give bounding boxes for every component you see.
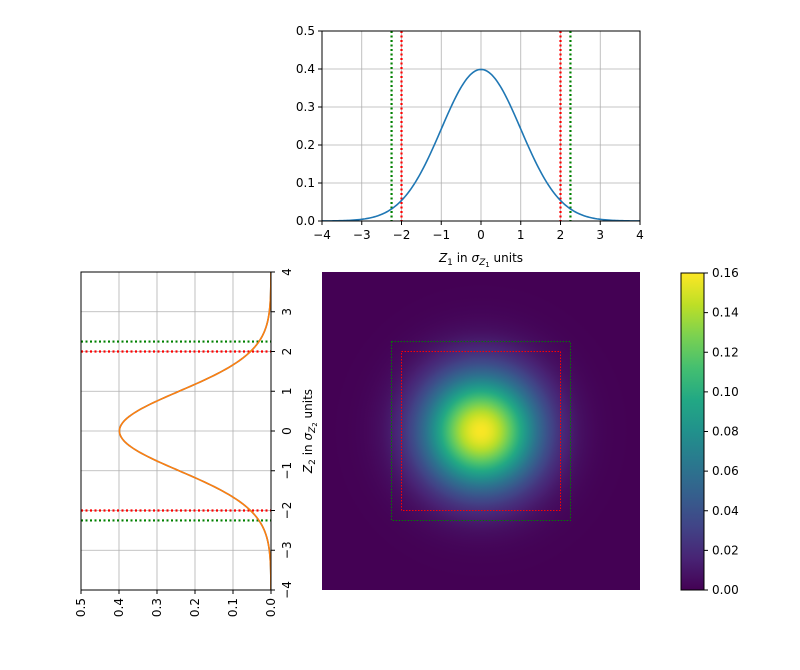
- left-x-ticks: 0.5 0.4 0.3 0.2 0.1 0.0: [74, 590, 278, 617]
- heatmap-threshold-box: [391, 341, 571, 521]
- left-y-ticks: −4 −3 −2 −1 0 1 2 3 4: [271, 268, 294, 599]
- top-x-tick-label: −2: [393, 228, 411, 242]
- top-y-tick-label: 0.5: [296, 24, 315, 38]
- colorbar-ticks: 0.00 0.02 0.04 0.06 0.08 0.10 0.12 0.14 0.16: [704, 266, 739, 597]
- top-marginal-plot: −4 −3 −2 −1 0 1 2 3 4 0.0 0.1 0.2 0.3 0.4 0.5 Z1 in σ…: [296, 24, 644, 269]
- colorbar-tick-label: 0.02: [712, 543, 739, 557]
- colorbar-tick-label: 0.08: [712, 425, 739, 439]
- colorbar-tick-label: 0.14: [712, 306, 739, 320]
- left-y-tick-label: 4: [280, 268, 294, 276]
- top-y-tick-label: 0.3: [296, 100, 315, 114]
- left-x-tick-label: 0.2: [188, 598, 202, 617]
- left-y-tick-label: −3: [280, 541, 294, 559]
- top-x-tick-label: 0: [477, 228, 485, 242]
- joint-density-heatmap: [322, 272, 640, 590]
- left-y-tick-label: 0: [280, 427, 294, 435]
- left-x-tick-label: 0.0: [264, 598, 278, 617]
- colorbar-strip: [680, 272, 705, 591]
- top-y-tick-label: 0.1: [296, 176, 315, 190]
- colorbar-tick-label: 0.16: [712, 266, 739, 280]
- colorbar-tick-label: 0.06: [712, 464, 739, 478]
- top-x-tick-label: 1: [517, 228, 525, 242]
- top-x-tick-label: 2: [557, 228, 565, 242]
- top-x-tick-label: −1: [432, 228, 450, 242]
- left-x-tick-label: 0.3: [150, 598, 164, 617]
- left-y-tick-label: 1: [280, 387, 294, 395]
- left-lines: [81, 272, 271, 590]
- left-x-tick-label: 0.1: [226, 598, 240, 617]
- top-x-tick-label: −3: [353, 228, 371, 242]
- top-lines: [322, 31, 640, 221]
- top-density-curve: [322, 68, 640, 221]
- top-y-ticks: 0.0 0.1 0.2 0.3 0.4 0.5: [296, 24, 322, 228]
- top-x-axis-label: Z1 in σZ1 units: [438, 251, 523, 269]
- left-y-tick-label: −2: [280, 502, 294, 520]
- top-x-tick-label: 3: [596, 228, 604, 242]
- top-x-ticks: −4 −3 −2 −1 0 1 2 3 4: [313, 221, 644, 242]
- left-marginal-plot: 0.5 0.4 0.3 0.2 0.1 0.0 −4 −3 −2 −1 0 1 2 3 4 Z2 in σ…: [74, 268, 319, 617]
- heatmap-image: [322, 272, 640, 590]
- colorbar-tick-label: 0.10: [712, 385, 739, 399]
- top-x-tick-label: 4: [636, 228, 644, 242]
- colorbar-tick-label: 0.04: [712, 504, 739, 518]
- heatmap-boxes: [391, 341, 571, 521]
- top-y-tick-label: 0.4: [296, 62, 315, 76]
- top-y-tick-label: 0.0: [296, 214, 315, 228]
- left-x-tick-label: 0.4: [112, 598, 126, 617]
- top-x-tick-label: −4: [313, 228, 331, 242]
- left-y-tick-label: 3: [280, 308, 294, 316]
- heatmap-threshold-box: [401, 351, 561, 511]
- left-density-curve: [118, 272, 271, 590]
- top-y-tick-label: 0.2: [296, 138, 315, 152]
- left-y-tick-label: −4: [280, 581, 294, 599]
- left-y-tick-label: 2: [280, 348, 294, 356]
- left-y-tick-label: −1: [280, 462, 294, 480]
- left-x-tick-label: 0.5: [74, 598, 88, 617]
- colorbar: 0.00 0.02 0.04 0.06 0.08 0.10 0.12 0.14 0.16: [680, 266, 739, 597]
- colorbar-tick-label: 0.00: [712, 583, 739, 597]
- colorbar-tick-label: 0.12: [712, 345, 739, 359]
- left-y-axis-label: Z2 in σZ2 units: [301, 389, 319, 474]
